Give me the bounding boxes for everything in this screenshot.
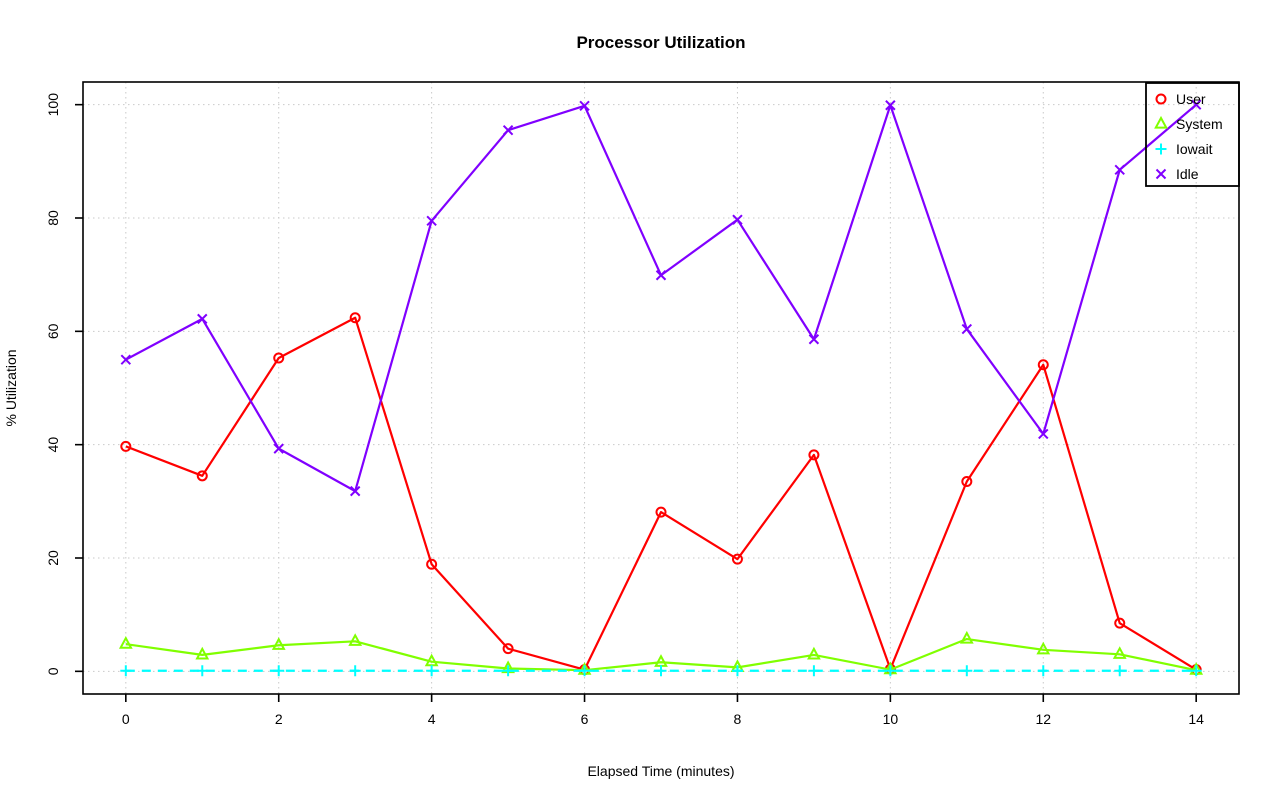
- circle-marker: [502, 643, 514, 655]
- plus-marker: [1037, 665, 1049, 677]
- series-line: [125, 103, 1197, 493]
- y-tick-label: 60: [45, 323, 61, 339]
- y-tick-label: 80: [45, 210, 61, 226]
- plus-marker: [196, 665, 208, 677]
- legend-label: Idle: [1176, 166, 1199, 182]
- x-marker: [579, 100, 590, 112]
- triangle-marker: [1036, 641, 1051, 655]
- x-tick-label: 10: [883, 711, 899, 727]
- triangle-marker: [959, 630, 974, 644]
- plus-marker: [884, 665, 896, 677]
- x-tick-label: 4: [428, 711, 436, 727]
- circle-marker: [1155, 93, 1167, 105]
- legend-item-user: User: [1155, 91, 1206, 107]
- series-iowait: [120, 665, 1202, 677]
- legend-label: User: [1176, 91, 1206, 107]
- x-marker: [961, 323, 973, 335]
- x-tick-label: 2: [275, 711, 283, 727]
- x-marker: [349, 485, 361, 497]
- plus-marker: [808, 665, 820, 677]
- legend-item-iowait: Iowait: [1155, 141, 1213, 157]
- legend-item-idle: Idle: [1155, 166, 1199, 182]
- plus-marker: [1114, 665, 1126, 677]
- legend-item-system: System: [1154, 115, 1223, 132]
- y-tick-label: 100: [45, 93, 61, 117]
- data-series: [118, 99, 1204, 677]
- x-marker: [808, 334, 820, 345]
- triangle-marker: [118, 636, 133, 649]
- plus-marker: [502, 665, 514, 677]
- series-line: [125, 637, 1197, 672]
- plus-marker: [120, 665, 132, 677]
- circle-marker: [808, 449, 820, 461]
- circle-marker: [1114, 617, 1126, 629]
- x-marker: [197, 313, 208, 325]
- x-marker: [1155, 168, 1167, 180]
- x-marker: [426, 215, 437, 227]
- x-marker: [120, 354, 132, 365]
- circle-marker: [1037, 359, 1049, 371]
- y-tick-label: 20: [45, 550, 61, 566]
- triangle-marker: [348, 633, 363, 646]
- plot-border: [82, 81, 1240, 695]
- circle-marker: [196, 470, 208, 482]
- triangle-marker: [1112, 646, 1127, 659]
- legend-label: System: [1176, 116, 1223, 132]
- x-axis-label: Elapsed Time (minutes): [587, 763, 734, 779]
- circle-marker: [655, 506, 667, 518]
- grid-lines: [83, 82, 1239, 694]
- legend: User System Iowait Idle: [1145, 82, 1240, 187]
- x-tick-label: 8: [734, 711, 742, 727]
- x-marker: [732, 214, 743, 225]
- triangle-marker: [271, 637, 286, 650]
- triangle-marker: [195, 646, 210, 660]
- plus-marker: [349, 665, 361, 677]
- x-tick-label: 12: [1035, 711, 1051, 727]
- circle-marker: [273, 352, 285, 364]
- x-marker: [1038, 428, 1049, 440]
- series-user: [120, 312, 1202, 676]
- triangle-marker: [1154, 115, 1168, 129]
- plus-marker: [579, 665, 591, 677]
- legend-label: Iowait: [1176, 141, 1213, 157]
- triangle-marker: [807, 646, 821, 660]
- plus-marker: [426, 665, 438, 677]
- plus-marker: [1190, 665, 1202, 677]
- plus-marker: [731, 665, 743, 677]
- x-marker: [1114, 164, 1125, 176]
- plus-marker: [1155, 143, 1167, 155]
- circle-marker: [731, 553, 743, 565]
- plus-marker: [655, 665, 667, 677]
- x-tick-label: 0: [122, 711, 130, 727]
- series-line: [125, 316, 1197, 671]
- plus-marker: [961, 665, 973, 677]
- triangle-marker: [424, 653, 439, 667]
- circle-marker: [961, 476, 973, 487]
- x-marker: [885, 100, 896, 111]
- circle-marker: [349, 312, 361, 324]
- legend-box: [1145, 82, 1240, 187]
- plus-marker: [273, 665, 285, 677]
- x-marker: [273, 443, 284, 454]
- circle-marker: [120, 440, 132, 452]
- x-marker: [502, 124, 514, 136]
- chart-title: Processor Utilization: [576, 33, 745, 52]
- x-tick-label: 6: [581, 711, 589, 727]
- series-idle: [120, 99, 1202, 497]
- x-tick-label: 14: [1188, 711, 1204, 727]
- x-marker: [1190, 99, 1202, 110]
- x-marker: [655, 270, 667, 281]
- y-tick-label: 40: [45, 437, 61, 453]
- circle-marker: [426, 558, 438, 570]
- y-axis-label: % Utilization: [3, 349, 19, 426]
- triangle-marker: [654, 654, 668, 667]
- axes: 0 2 4 6 8 10 12 14 0 20 40 60 80 100: [45, 93, 1204, 727]
- y-tick-label: 0: [45, 667, 61, 675]
